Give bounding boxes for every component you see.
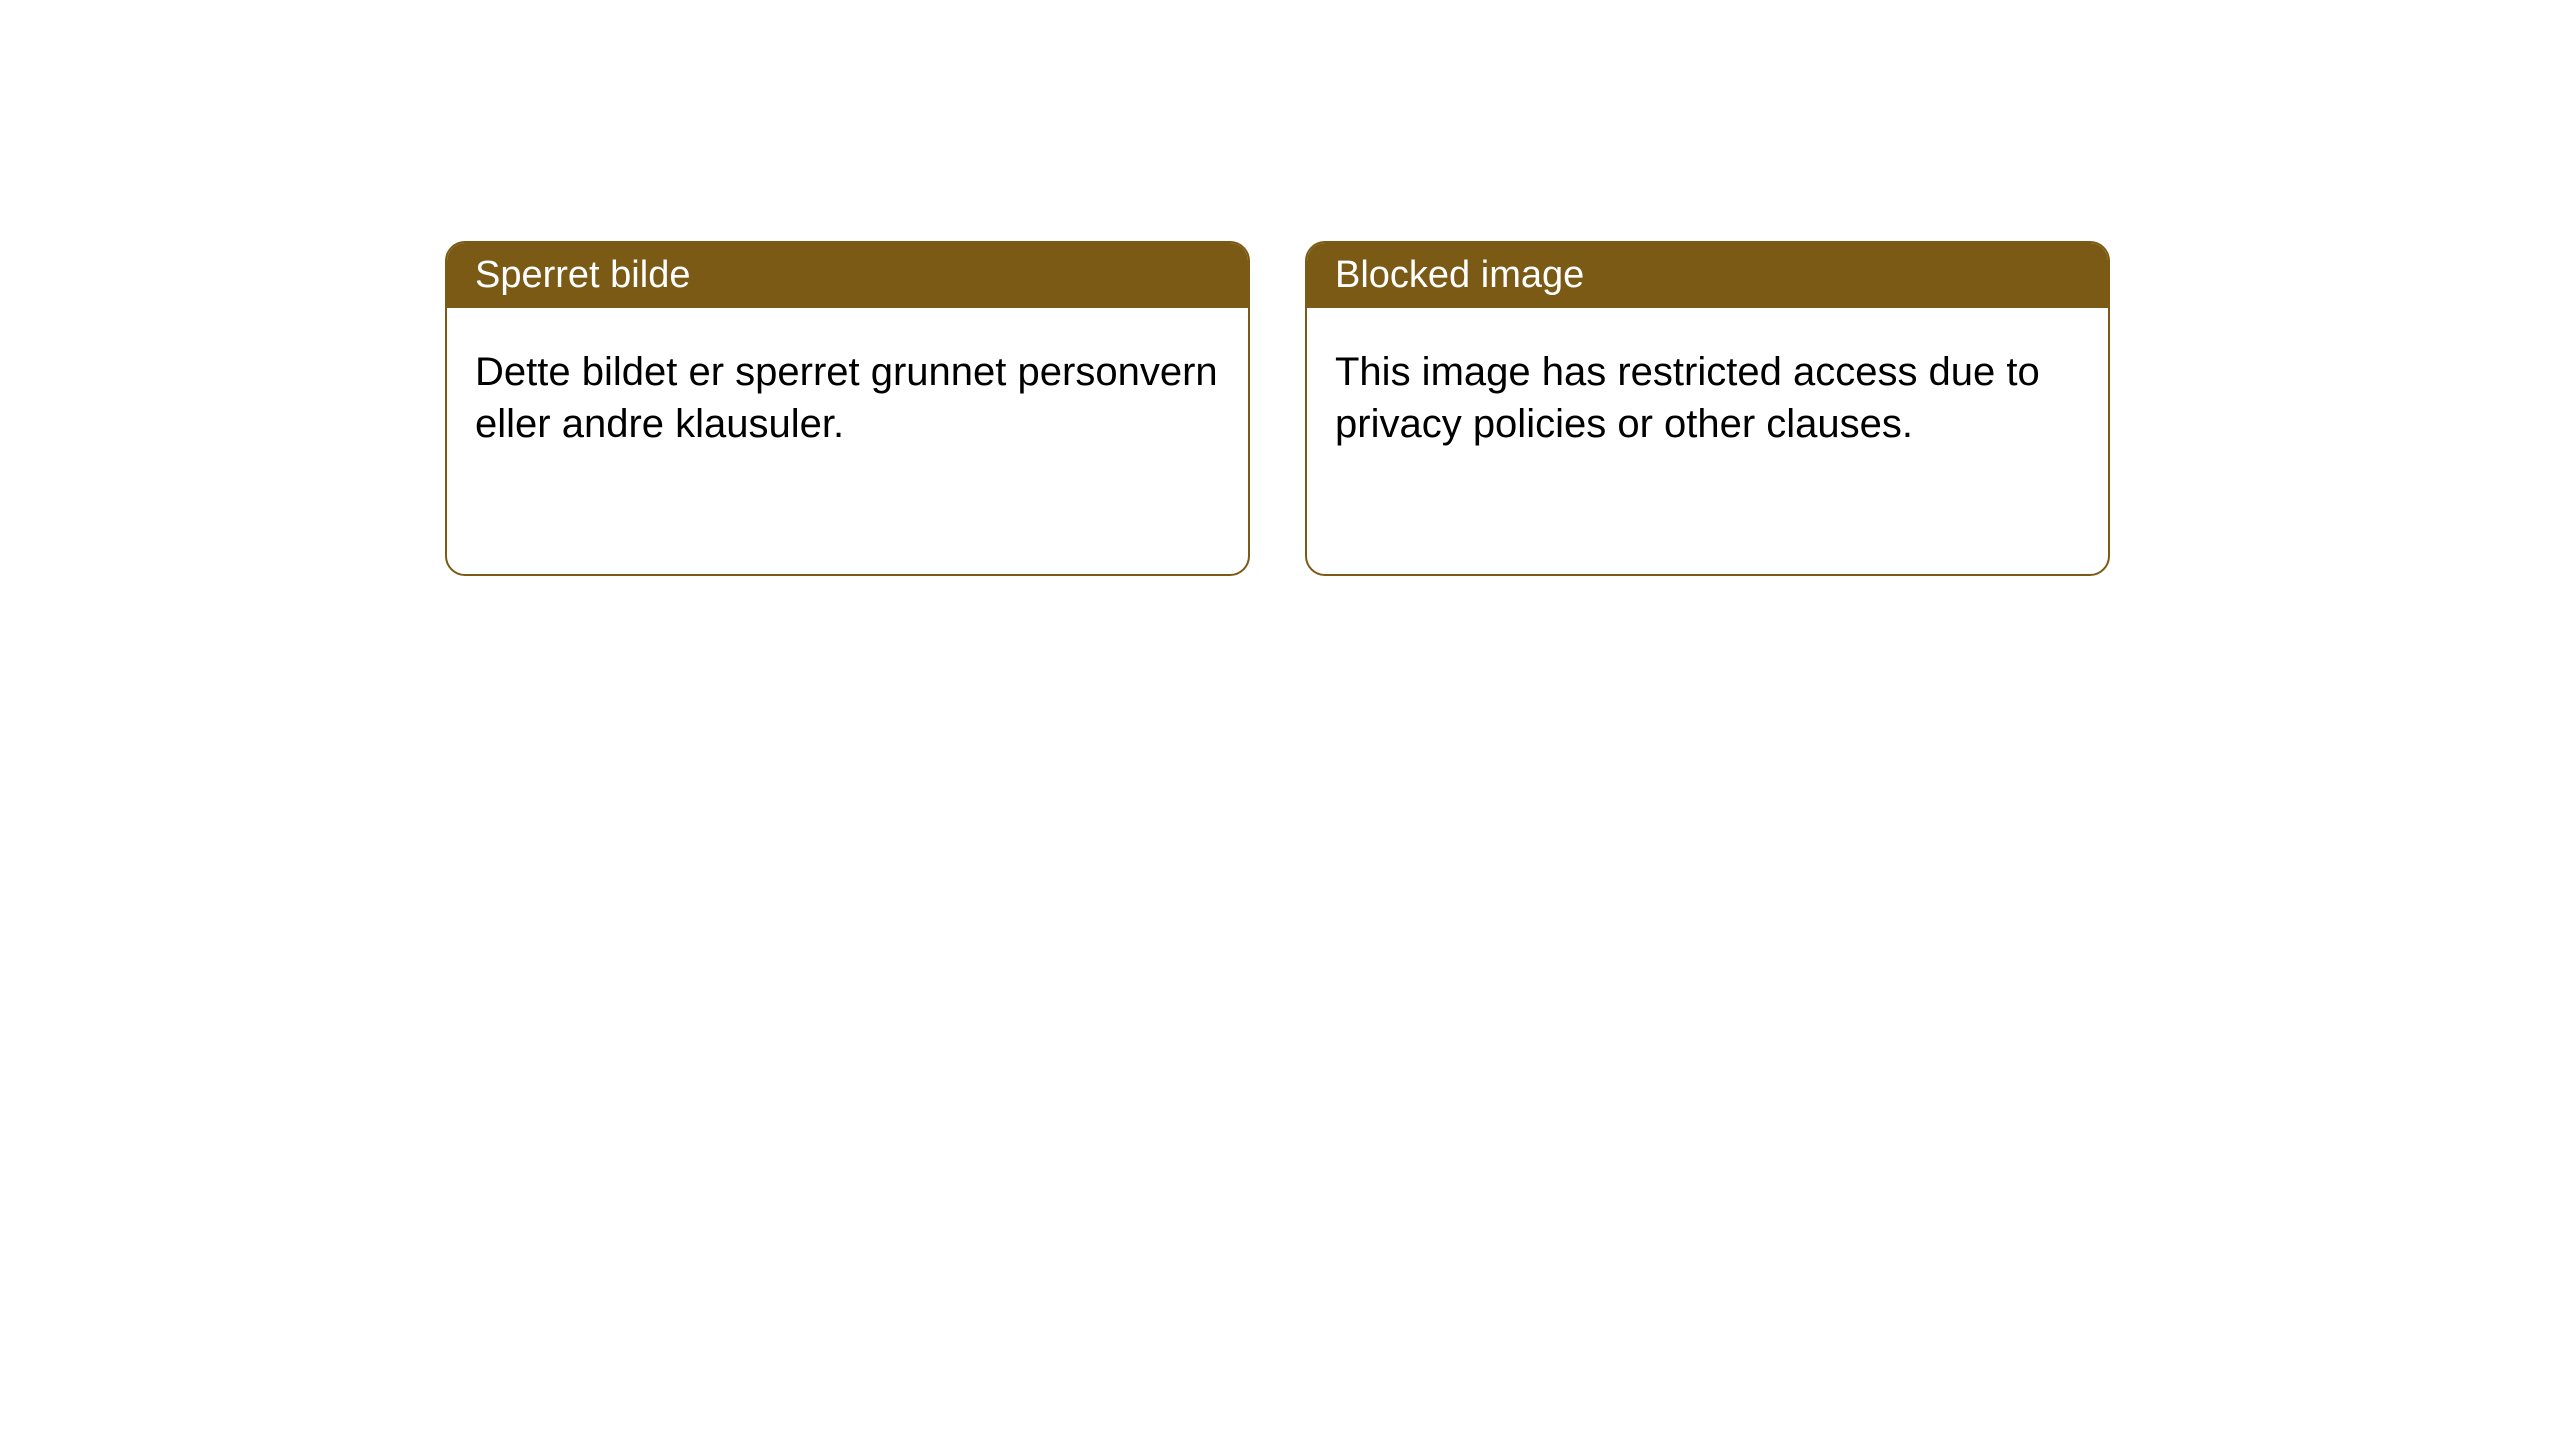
card-header-en: Blocked image (1307, 243, 2108, 308)
card-row: Sperret bilde Dette bildet er sperret gr… (0, 0, 2560, 576)
card-header-no: Sperret bilde (447, 243, 1248, 308)
card-body-en: This image has restricted access due to … (1307, 308, 2108, 488)
blocked-image-card-en: Blocked image This image has restricted … (1305, 241, 2110, 576)
blocked-image-card-no: Sperret bilde Dette bildet er sperret gr… (445, 241, 1250, 576)
card-body-no: Dette bildet er sperret grunnet personve… (447, 308, 1248, 488)
